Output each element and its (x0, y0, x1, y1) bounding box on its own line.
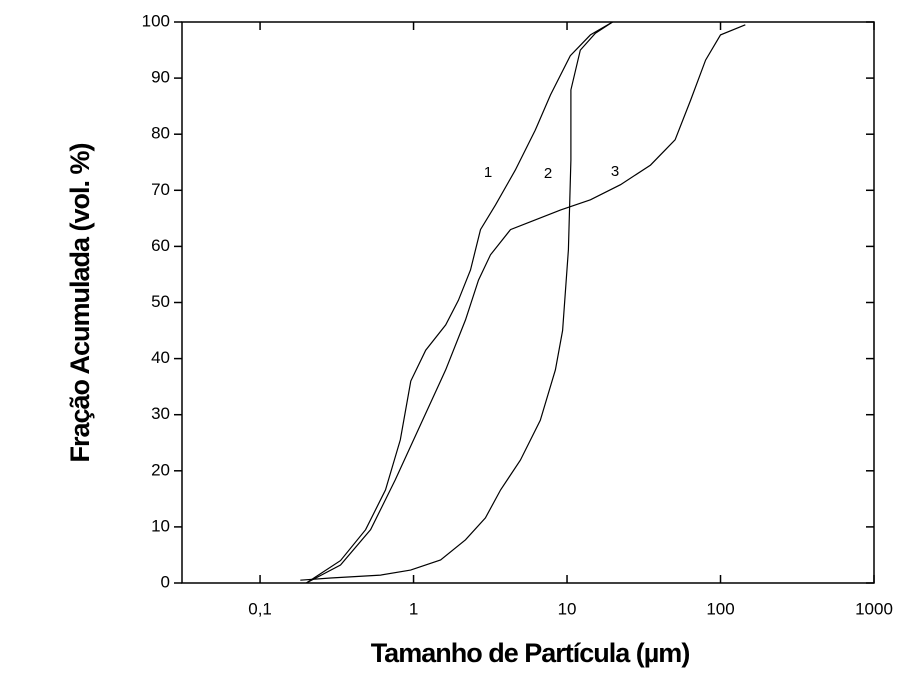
x-tick-label: 10 (558, 599, 577, 618)
series-label: 2 (544, 165, 552, 182)
y-tick-label: 40 (151, 348, 170, 367)
y-tick-label: 80 (151, 124, 170, 143)
y-axis-title: Fração Acumulada (vol. %) (65, 143, 95, 462)
y-tick-label: 70 (151, 180, 170, 199)
x-tick-label: 0,1 (248, 599, 272, 618)
y-tick-label: 10 (151, 516, 170, 535)
y-tick-label: 90 (151, 68, 170, 87)
x-axis-title: Tamanho de Partícula (µm) (371, 638, 690, 668)
plot-frame (181, 21, 875, 584)
series-line (300, 21, 613, 581)
x-tick-label: 100 (706, 599, 734, 618)
series-line (306, 24, 746, 584)
x-tick-label: 1000 (855, 599, 893, 618)
x-tick-label: 1 (409, 599, 418, 618)
y-tick-label: 20 (151, 460, 170, 479)
series-line (305, 21, 613, 584)
y-tick-label: 30 (151, 404, 170, 423)
series-label: 3 (611, 163, 619, 180)
y-tick-label: 0 (161, 572, 170, 591)
series-label: 1 (484, 164, 492, 181)
y-tick-label: 50 (151, 292, 170, 311)
y-tick-label: 60 (151, 236, 170, 255)
y-tick-label: 100 (142, 11, 170, 30)
